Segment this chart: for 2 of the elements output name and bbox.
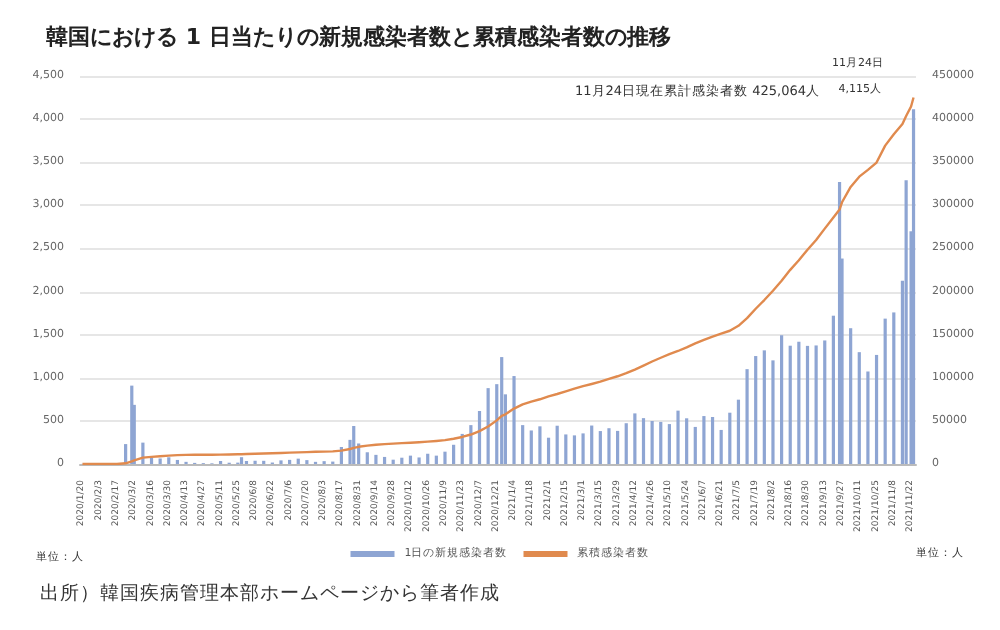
chart-title: 韓国における 1 日当たりの新規感染者数と累積感染者数の推移 [46,24,671,50]
text: 出所）韓国疾病管理本部ホームページから筆者作成 [40,581,500,605]
